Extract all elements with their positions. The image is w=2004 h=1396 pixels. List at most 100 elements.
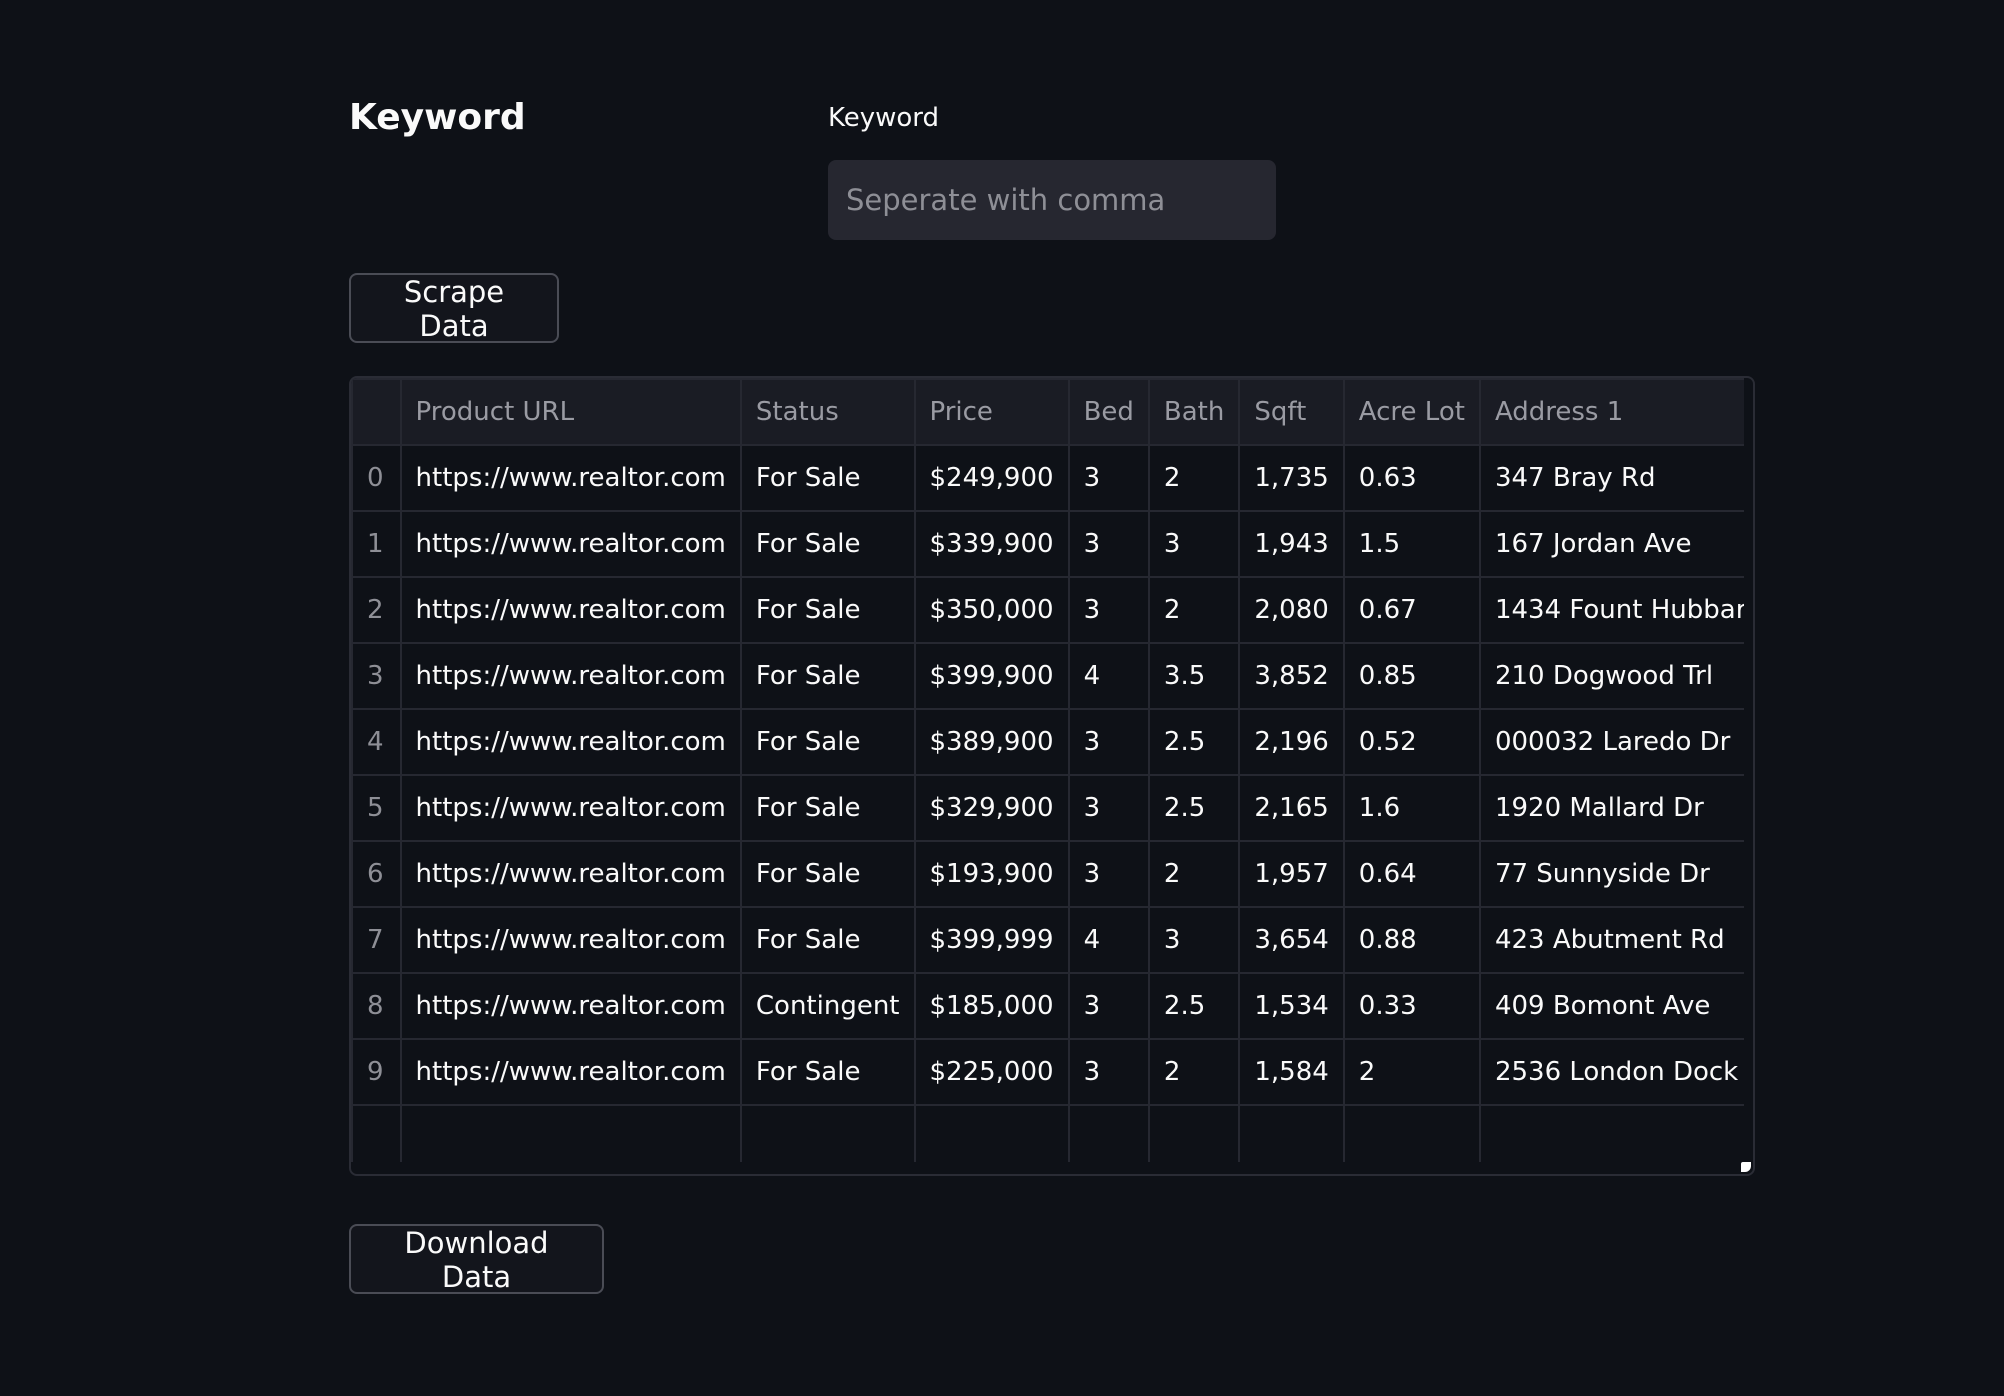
price-cell[interactable]: $329,900 (913, 774, 1070, 842)
bed-cell[interactable]: 3 (1067, 972, 1150, 1040)
address-cell[interactable]: 77 Sunnyside Dr (1478, 840, 1744, 908)
column-header-address-1[interactable]: Address 1 (1478, 378, 1744, 446)
sqft-cell[interactable]: 3,852 (1238, 642, 1345, 710)
bed-cell[interactable]: 4 (1067, 642, 1150, 710)
product-url-cell[interactable]: https://www.realtor.com (399, 444, 742, 512)
status-cell[interactable]: For Sale (739, 774, 916, 842)
row-index[interactable]: 6 (351, 840, 402, 908)
sqft-cell[interactable]: 3,654 (1238, 906, 1345, 974)
price-cell[interactable]: $350,000 (913, 576, 1070, 644)
sqft-cell[interactable]: 1,735 (1238, 444, 1345, 512)
bed-cell[interactable]: 3 (1067, 774, 1150, 842)
column-header-acre-lot[interactable]: Acre Lot (1342, 378, 1481, 446)
status-cell[interactable]: For Sale (739, 444, 916, 512)
table-row[interactable]: 2 https://www.realtor.com For Sale $350,000… (351, 576, 1744, 644)
sqft-cell[interactable]: 1,534 (1238, 972, 1345, 1040)
price-cell[interactable]: $193,900 (913, 840, 1070, 908)
bed-cell[interactable]: 3 (1067, 576, 1150, 644)
table-row[interactable]: 6 https://www.realtor.com For Sale $193,900… (351, 840, 1744, 908)
download-data-button[interactable]: Download Data (349, 1224, 604, 1294)
bed-cell[interactable]: 3 (1067, 840, 1150, 908)
status-cell[interactable]: For Sale (739, 510, 916, 578)
price-cell[interactable] (913, 1104, 1070, 1162)
product-url-cell[interactable]: https://www.realtor.com (399, 510, 742, 578)
product-url-cell[interactable]: https://www.realtor.com (399, 642, 742, 710)
product-url-cell[interactable]: https://www.realtor.com (399, 774, 742, 842)
row-index[interactable]: 8 (351, 972, 402, 1040)
table-row[interactable]: 7 https://www.realtor.com For Sale $399,999… (351, 906, 1744, 974)
product-url-cell[interactable]: https://www.realtor.com (399, 576, 742, 644)
acre-lot-cell[interactable]: 2 (1342, 1038, 1481, 1106)
table-row[interactable]: 5 https://www.realtor.com For Sale $329,900… (351, 774, 1744, 842)
acre-lot-cell[interactable]: 0.67 (1342, 576, 1481, 644)
acre-lot-cell[interactable]: 0.63 (1342, 444, 1481, 512)
table-row[interactable]: 4 https://www.realtor.com For Sale $389,900… (351, 708, 1744, 776)
status-cell[interactable]: Contingent (739, 972, 916, 1040)
row-index[interactable]: 3 (351, 642, 402, 710)
scrape-data-button[interactable]: Scrape Data (349, 273, 559, 343)
price-cell[interactable]: $389,900 (913, 708, 1070, 776)
bed-cell[interactable]: 3 (1067, 708, 1150, 776)
status-cell[interactable]: For Sale (739, 642, 916, 710)
acre-lot-cell[interactable]: 0.88 (1342, 906, 1481, 974)
row-index[interactable]: 0 (351, 444, 402, 512)
product-url-cell[interactable] (399, 1104, 742, 1162)
address-cell[interactable]: 167 Jordan Ave (1478, 510, 1744, 578)
sqft-cell[interactable]: 2,165 (1238, 774, 1345, 842)
address-cell[interactable]: 000032 Laredo Dr (1478, 708, 1744, 776)
address-cell[interactable]: 210 Dogwood Trl (1478, 642, 1744, 710)
row-index[interactable]: 1 (351, 510, 402, 578)
row-index[interactable]: 5 (351, 774, 402, 842)
bath-cell[interactable] (1147, 1104, 1241, 1162)
table-row[interactable]: 1 https://www.realtor.com For Sale $339,900… (351, 510, 1744, 578)
address-cell[interactable] (1478, 1104, 1744, 1162)
price-cell[interactable]: $399,999 (913, 906, 1070, 974)
product-url-cell[interactable]: https://www.realtor.com (399, 906, 742, 974)
table-row[interactable]: 3 https://www.realtor.com For Sale $399,900… (351, 642, 1744, 710)
address-cell[interactable]: 409 Bomont Ave (1478, 972, 1744, 1040)
sqft-cell[interactable]: 2,080 (1238, 576, 1345, 644)
bath-cell[interactable]: 2 (1147, 576, 1241, 644)
sqft-cell[interactable]: 1,584 (1238, 1038, 1345, 1106)
row-index[interactable]: 2 (351, 576, 402, 644)
status-cell[interactable]: For Sale (739, 576, 916, 644)
sqft-cell[interactable]: 1,957 (1238, 840, 1345, 908)
product-url-cell[interactable]: https://www.realtor.com (399, 708, 742, 776)
data-table[interactable]: Product URL Status Price Bed Bath Sqft A… (349, 376, 1755, 1176)
acre-lot-cell[interactable]: 0.33 (1342, 972, 1481, 1040)
column-header-product-url[interactable]: Product URL (399, 378, 742, 446)
status-cell[interactable]: For Sale (739, 906, 916, 974)
product-url-cell[interactable]: https://www.realtor.com (399, 840, 742, 908)
sqft-cell[interactable] (1238, 1104, 1345, 1162)
address-cell[interactable]: 1434 Fount Hubbard Rd (1478, 576, 1744, 644)
bath-cell[interactable]: 3.5 (1147, 642, 1241, 710)
bed-cell[interactable]: 3 (1067, 510, 1150, 578)
table-row[interactable]: 8 https://www.realtor.com Contingent $185,0… (351, 972, 1744, 1040)
row-index[interactable]: 9 (351, 1038, 402, 1106)
resize-handle[interactable] (1741, 1162, 1751, 1172)
column-header-bed[interactable]: Bed (1067, 378, 1150, 446)
column-header-status[interactable]: Status (739, 378, 916, 446)
sqft-cell[interactable]: 1,943 (1238, 510, 1345, 578)
table-row[interactable]: 0 https://www.realtor.com For Sale $249,900… (351, 444, 1744, 512)
price-cell[interactable]: $339,900 (913, 510, 1070, 578)
acre-lot-cell[interactable]: 0.64 (1342, 840, 1481, 908)
address-cell[interactable]: 1920 Mallard Dr (1478, 774, 1744, 842)
address-cell[interactable]: 2536 London Dock Rd (1478, 1038, 1744, 1106)
keyword-input[interactable] (828, 160, 1276, 240)
status-cell[interactable]: For Sale (739, 708, 916, 776)
bed-cell[interactable] (1067, 1104, 1150, 1162)
acre-lot-cell[interactable] (1342, 1104, 1481, 1162)
table-row[interactable]: 9 https://www.realtor.com For Sale $225,000… (351, 1038, 1744, 1106)
bath-cell[interactable]: 2.5 (1147, 972, 1241, 1040)
price-cell[interactable]: $225,000 (913, 1038, 1070, 1106)
status-cell[interactable]: For Sale (739, 1038, 916, 1106)
column-header-price[interactable]: Price (913, 378, 1070, 446)
price-cell[interactable]: $185,000 (913, 972, 1070, 1040)
address-cell[interactable]: 347 Bray Rd (1478, 444, 1744, 512)
acre-lot-cell[interactable]: 1.6 (1342, 774, 1481, 842)
bed-cell[interactable]: 3 (1067, 444, 1150, 512)
data-table-viewport[interactable]: Product URL Status Price Bed Bath Sqft A… (351, 378, 1744, 1162)
row-index[interactable]: 4 (351, 708, 402, 776)
bath-cell[interactable]: 2 (1147, 840, 1241, 908)
